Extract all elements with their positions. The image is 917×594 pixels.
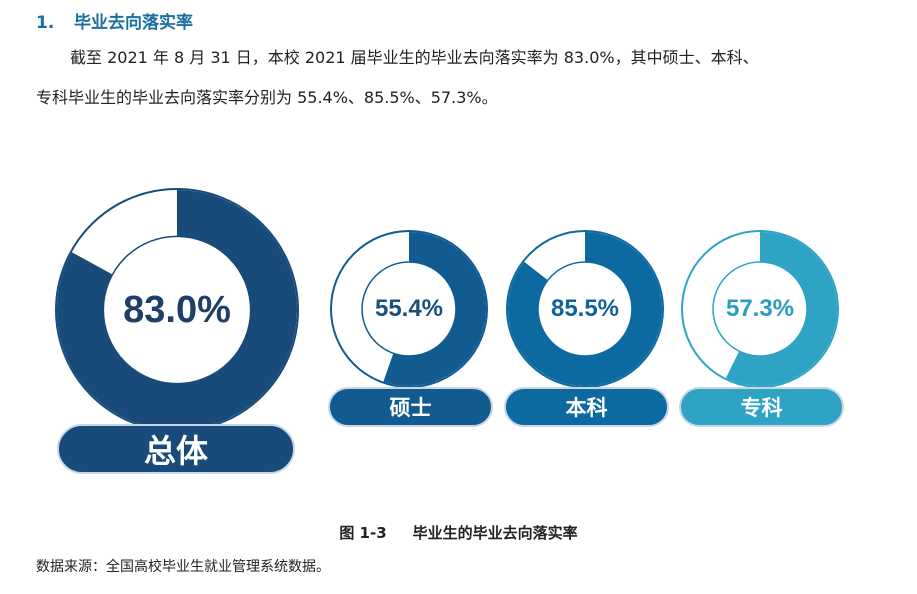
section-title: 毕业去向落实率 [74,13,193,33]
donut-master-value-arc [383,232,486,386]
donut-junior-college-value: 57.3% [725,295,795,322]
label-pill-junior-college: 专科 [679,387,844,427]
section-number: 1. [36,13,55,33]
figure-caption: 图 1-3 毕业生的毕业去向落实率 [0,522,917,543]
figure-title: 毕业生的毕业去向落实率 [412,524,578,542]
donut-undergraduate-center [537,261,633,357]
donut-overall-value: 83.0% [123,288,231,331]
donut-overall-center [102,235,252,385]
donut-undergraduate-value: 85.5% [550,295,620,322]
label-pill-overall: 总体 [57,424,295,474]
data-source-note: 数据来源：全国高校毕业生就业管理系统数据。 [36,559,330,575]
donut-undergraduate-ring [506,230,664,388]
label-pill-master: 硕士 [328,387,493,427]
donut-master-center [361,261,457,357]
donut-undergraduate: 85.5% [506,230,664,388]
body-paragraph-line-2: 专科毕业生的毕业去向落实率分别为 55.4%、85.5%、57.3%。 [36,88,498,107]
donut-overall-ring [55,188,299,432]
donut-overall-value-arc [57,190,297,430]
figure-number: 图 1-3 [339,524,387,542]
section-heading: 1. 毕业去向落实率 [36,8,193,33]
donut-junior-college: 57.3% [681,230,839,388]
donut-master-value: 55.4% [374,295,444,322]
donut-master-ring [330,230,488,388]
label-pill-undergraduate: 本科 [504,387,669,427]
donut-overall: 83.0% [55,188,299,432]
donut-junior-college-ring [681,230,839,388]
donut-undergraduate-value-arc [508,232,662,386]
body-paragraph-line-1: 截至 2021 年 8 月 31 日，本校 2021 届毕业生的毕业去向落实率为… [70,48,759,67]
donut-junior-college-center [712,261,808,357]
donut-master: 55.4% [330,230,488,388]
donut-junior-college-value-arc [725,232,837,386]
